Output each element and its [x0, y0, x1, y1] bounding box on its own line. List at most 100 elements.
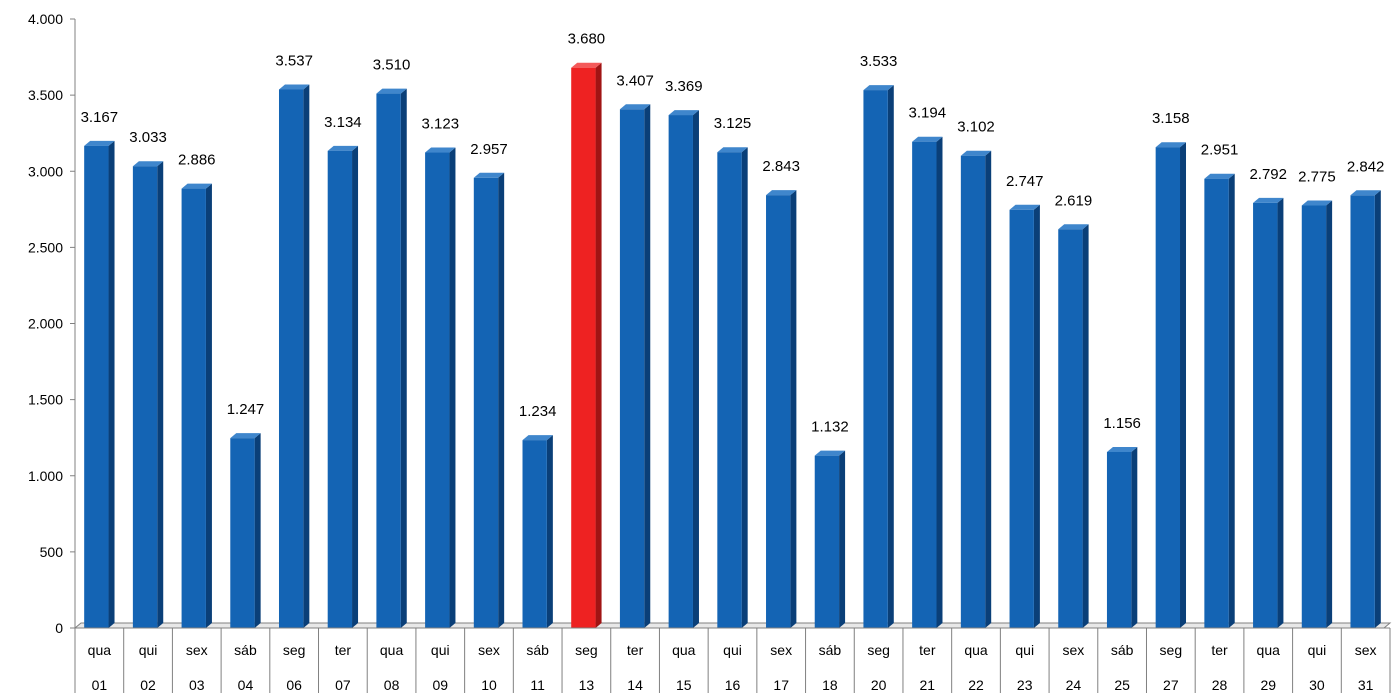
bar [814, 455, 840, 628]
bar-side [449, 147, 456, 628]
x-tick-label-date: 17 [773, 677, 789, 693]
bar-side [157, 161, 164, 628]
value-label: 1.156 [1103, 415, 1141, 432]
bar [1253, 202, 1278, 628]
bar [1009, 209, 1034, 628]
x-tick-label-date: 14 [627, 677, 643, 693]
x-tick-label-day: sex [186, 642, 208, 658]
bar-top [766, 190, 797, 196]
bar-side [1277, 197, 1284, 628]
y-tick-label: 1.500 [28, 392, 63, 408]
bar-side [741, 147, 748, 628]
x-tick-label-day: sex [478, 642, 500, 658]
bar-top [1253, 197, 1284, 203]
bar-side [254, 433, 261, 628]
bar [132, 166, 158, 628]
bar [960, 155, 986, 628]
y-tick-label: 0 [55, 620, 63, 636]
x-tick-label-date: 03 [189, 677, 205, 693]
value-label: 3.167 [81, 109, 119, 126]
bar-side [692, 110, 699, 628]
bar-top [522, 435, 553, 441]
bar-top [84, 140, 115, 146]
x-tick-label-day: seg [575, 642, 598, 658]
bar-top [230, 433, 261, 439]
bar-side [352, 145, 359, 628]
bar [912, 141, 937, 628]
bar-top [571, 62, 602, 68]
bar-side [936, 136, 943, 628]
x-tick-label-date: 07 [335, 677, 351, 693]
bar [1155, 147, 1181, 628]
bar [181, 188, 206, 628]
x-tick-label-date: 21 [920, 677, 936, 693]
bar-side [400, 88, 407, 629]
value-label: 2.957 [470, 141, 508, 158]
bar [1058, 229, 1083, 628]
x-tick-label-date: 11 [530, 677, 545, 693]
value-label: 3.102 [957, 119, 995, 136]
x-tick-label-day: qui [723, 642, 742, 658]
bar-top [1009, 204, 1040, 210]
x-tick-label-day: qui [431, 642, 450, 658]
x-tick-label-date: 18 [822, 677, 838, 693]
x-tick-label-date: 20 [871, 677, 887, 693]
x-tick-label-date: 23 [1017, 677, 1033, 693]
bar [1301, 205, 1327, 628]
x-tick-label-date: 01 [92, 677, 108, 693]
x-tick-label-day: ter [919, 642, 936, 658]
value-label: 2.843 [762, 158, 800, 175]
bar-side [1180, 142, 1187, 628]
bar-side [1082, 224, 1089, 628]
value-label: 2.886 [178, 152, 216, 169]
bar [863, 90, 888, 628]
y-tick-label: 2.500 [28, 239, 63, 255]
x-tick-label-day: sex [1063, 642, 1085, 658]
x-tick-label-day: qua [672, 642, 696, 658]
bar-top [1058, 224, 1089, 230]
x-tick-label-date: 27 [1163, 677, 1179, 693]
value-label: 2.775 [1298, 169, 1336, 186]
bar-top [814, 450, 846, 456]
bar [425, 152, 450, 628]
bar-top [1155, 142, 1187, 148]
bar-top [1204, 173, 1235, 179]
bar-top [1350, 190, 1381, 196]
value-label: 2.792 [1249, 166, 1287, 183]
value-label: 3.533 [860, 53, 898, 70]
x-tick-label-date: 08 [384, 677, 400, 693]
bar-top [717, 147, 748, 153]
value-label: 3.125 [714, 115, 752, 132]
value-label: 3.680 [568, 31, 606, 48]
y-tick-label: 2.000 [28, 316, 63, 332]
x-tick-label-day: qua [964, 642, 988, 658]
x-tick-label-day: sáb [234, 642, 257, 658]
x-tick-label-date: 10 [481, 677, 497, 693]
x-tick-label-day: qua [380, 642, 404, 658]
x-tick-label-day: qua [1257, 642, 1281, 658]
value-label: 1.247 [227, 401, 265, 418]
x-tick-label-date: 09 [432, 677, 448, 693]
bar [473, 177, 499, 628]
value-label: 2.747 [1006, 173, 1044, 190]
bar [84, 145, 109, 628]
bar [327, 150, 353, 628]
value-label: 2.619 [1055, 192, 1093, 209]
bar-top [278, 84, 310, 90]
bar-top [473, 172, 505, 178]
bar-side [303, 84, 310, 628]
value-label: 3.194 [909, 105, 947, 122]
bar-side [1131, 446, 1138, 628]
bar-top [181, 183, 212, 189]
value-label: 1.234 [519, 403, 557, 420]
bar-side [790, 190, 797, 628]
x-tick-label-date: 16 [725, 677, 741, 693]
x-tick-label-day: sex [1355, 642, 1377, 658]
y-tick-label: 3.500 [28, 87, 63, 103]
value-label: 2.951 [1201, 142, 1239, 159]
bar [1350, 195, 1375, 629]
x-tick-label-day: sáb [1111, 642, 1134, 658]
bar-top [376, 88, 407, 94]
